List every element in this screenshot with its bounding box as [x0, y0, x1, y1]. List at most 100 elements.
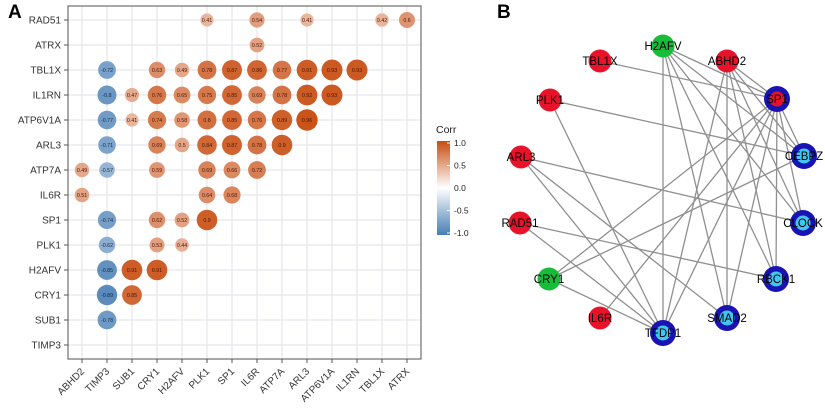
corr-cell-value: 0.64	[202, 193, 212, 199]
corr-cell-circle	[97, 260, 117, 280]
corr-cell-value: -0.89	[101, 293, 113, 299]
corr-cell-value: 0.47	[127, 93, 137, 99]
corr-cell-circle	[97, 85, 117, 105]
corr-cell-value: 0.41	[202, 18, 212, 24]
network-node-label: ARL3	[507, 152, 536, 164]
legend-tick-label: -0.5	[454, 206, 469, 216]
y-axis-label: RAD51	[29, 16, 62, 27]
corr-cell-value: -0.74	[101, 218, 113, 224]
corr-cell-value: 0.41	[302, 18, 312, 24]
y-axis-label: PLK1	[37, 241, 62, 252]
network-edge	[548, 278, 664, 334]
corr-cell-circle	[272, 85, 292, 105]
corr-cell-value: 0.76	[152, 93, 162, 99]
corr-cell-circle	[249, 12, 265, 28]
corr-cell-circle	[223, 161, 241, 179]
corr-cell-value: 0.93	[327, 93, 337, 99]
corr-cell-value: 0.69	[252, 93, 262, 99]
corr-cell-circle	[121, 259, 143, 281]
corr-cell-value: 0.84	[202, 143, 212, 149]
network-edge	[662, 45, 805, 157]
corr-cell-value: 0.62	[152, 218, 162, 224]
network-node-green-gene	[537, 267, 561, 291]
x-axis-label: ATRX	[386, 366, 412, 392]
corr-cell-value: 0.44	[177, 243, 187, 249]
corr-cell-circle	[222, 110, 242, 130]
corr-cell-value: 0.49	[177, 68, 187, 74]
legend-tick-label: 0.5	[454, 161, 466, 171]
network-edge	[726, 60, 805, 157]
network-node-green-gene	[651, 34, 675, 58]
network-node-label: PLK1	[536, 95, 564, 107]
network-node-label: ABHD2	[708, 56, 746, 68]
corr-cell-circle	[122, 285, 142, 305]
corr-cell-circle	[375, 13, 389, 27]
corr-cell-value: -0.71	[101, 143, 113, 149]
corr-cell-circle	[272, 60, 292, 80]
network-node-gene	[538, 88, 562, 112]
corr-cell-value: 0.6	[403, 18, 410, 24]
legend-gradient-bar	[437, 141, 450, 235]
y-axis-label: IL6R	[40, 191, 61, 202]
corr-cell-value: 0.49	[77, 168, 87, 174]
network-node-tf-core	[769, 91, 785, 107]
legend-title: Corr	[436, 124, 457, 136]
corr-cell-value: 0.91	[127, 268, 137, 274]
network-edge	[520, 156, 728, 319]
network-edge	[662, 98, 778, 334]
network-edge	[662, 60, 728, 334]
x-axis-label: IL1RN	[334, 366, 362, 394]
corr-cell-circle	[97, 310, 117, 330]
y-axis-label: ATP7A	[30, 166, 61, 177]
network-node-label: RAD51	[501, 218, 538, 230]
network-edge	[726, 60, 777, 280]
corr-cell-circle	[296, 84, 318, 106]
corr-cell-circle	[197, 85, 217, 105]
network-node-label: TFDP1	[645, 328, 681, 340]
corr-cell-circle	[147, 110, 167, 130]
x-axis-label: PLK1	[187, 366, 212, 391]
corr-cell-value: 0.91	[302, 68, 312, 74]
corr-cell-value: 0.51	[77, 193, 87, 199]
y-axis-label: ATP6V1A	[18, 116, 61, 127]
network-edge	[775, 98, 778, 280]
corr-cell-circle	[222, 60, 242, 80]
corr-cell-value: 0.87	[227, 68, 237, 74]
corr-cell-value: 0.85	[227, 118, 237, 124]
corr-cell-value: 0.87	[227, 143, 237, 149]
corr-cell-circle	[222, 135, 242, 155]
network-node-tf-core	[719, 310, 735, 326]
corr-cell-value: 0.77	[277, 68, 287, 74]
network-edge	[520, 156, 664, 334]
network-node-gene	[588, 49, 612, 73]
network-node-label: SP1	[766, 94, 788, 106]
corr-cell-circle	[174, 62, 190, 78]
corr-cell-value: 0.75	[202, 93, 212, 99]
corr-cell-circle	[196, 209, 218, 231]
y-axis-label: ARL3	[36, 141, 61, 152]
corr-cell-value: -0.57	[101, 168, 113, 174]
corr-cell-circle	[346, 59, 368, 81]
corr-cell-circle	[271, 109, 293, 131]
corr-cell-value: 0.42	[377, 18, 387, 24]
corr-cell-value: -0.62	[101, 243, 113, 249]
corr-cell-value: 0.69	[152, 143, 162, 149]
corr-cell-circle	[149, 237, 165, 253]
corr-cell-value: 0.58	[177, 118, 187, 124]
corr-cell-circle	[222, 85, 242, 105]
corr-cell-value: 0.63	[152, 68, 162, 74]
corr-cell-circle	[247, 110, 267, 130]
network-edge	[549, 99, 664, 334]
network-node-gene	[509, 145, 533, 169]
network-node-label: IL6R	[588, 313, 612, 325]
panel-b-label: B	[497, 2, 511, 23]
corr-cell-value: 0.53	[152, 243, 162, 249]
x-axis-label: ABHD2	[56, 366, 88, 398]
corr-cell-value: 0.9	[278, 143, 285, 149]
x-axis-label: H2AFV	[157, 366, 188, 397]
corr-cell-value: 0.96	[302, 118, 312, 124]
corr-cell-circle	[271, 134, 293, 156]
corr-cell-circle	[248, 161, 266, 179]
